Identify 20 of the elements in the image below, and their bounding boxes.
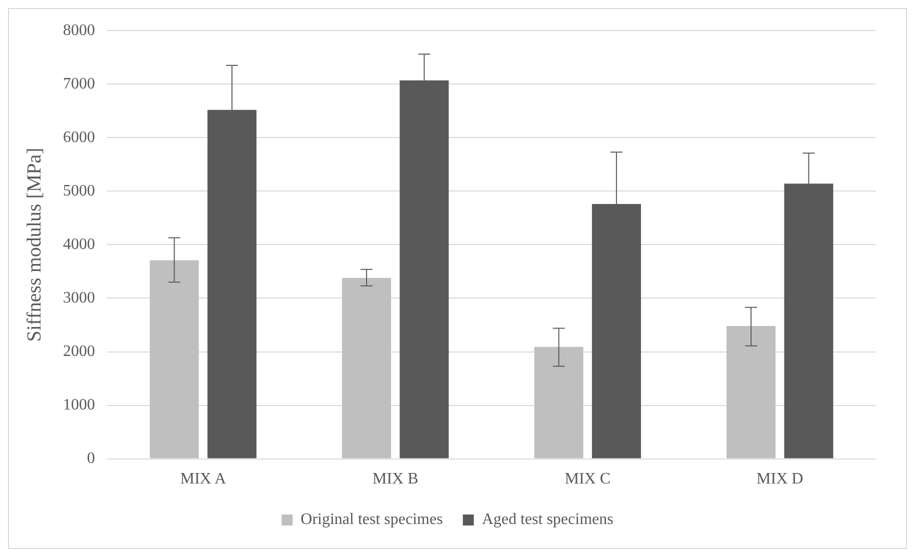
y-tick-label: 7000 [63, 75, 95, 92]
y-tick-label: 1000 [63, 396, 95, 414]
bar [342, 278, 392, 458]
y-tick-label: 3000 [63, 289, 95, 306]
bar [534, 346, 584, 458]
y-tick-label: 0 [87, 450, 95, 468]
x-tick-label: MIX B [372, 470, 418, 488]
y-tick-label: 5000 [63, 182, 95, 200]
y-tick-label: 8000 [63, 22, 95, 39]
x-tick-label: MIX A [180, 470, 226, 488]
y-tick-label: 2000 [63, 342, 95, 360]
legend-label: Aged test specimens [482, 511, 614, 528]
x-tick-label: MIX D [756, 470, 804, 488]
y-tick-label: 4000 [63, 236, 95, 253]
y-tick-label: 6000 [63, 128, 95, 146]
y-axis-title: Siffness modulus [MPa] [23, 148, 46, 342]
bar [726, 326, 776, 458]
x-tick-label: MIX C [564, 470, 611, 488]
bar [150, 260, 199, 458]
legend-label: Original test specimes [300, 511, 443, 528]
